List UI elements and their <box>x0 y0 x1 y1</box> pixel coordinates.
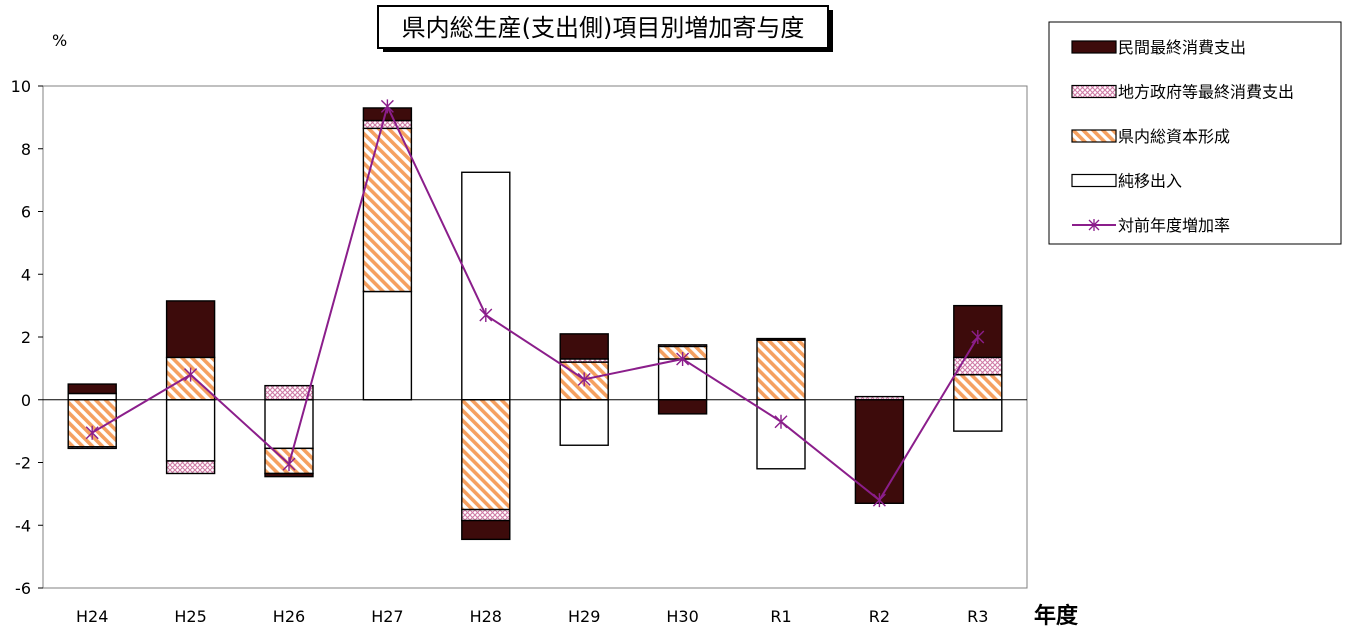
growth-rate-point <box>380 99 394 114</box>
x-tick-label: H24 <box>76 607 108 626</box>
bar-segment <box>165 399 216 462</box>
bar-segment <box>559 333 609 360</box>
bar-segment <box>461 399 511 511</box>
y-tick-label: 10 <box>11 77 31 96</box>
x-axis-title: 年度 <box>1034 603 1079 629</box>
y-tick-label: 4 <box>21 265 31 284</box>
y-axis-unit: % <box>52 31 67 50</box>
y-tick-label: 2 <box>21 328 31 347</box>
growth-rate-point <box>872 493 886 508</box>
legend-label: 対前年度増加率 <box>1118 216 1230 235</box>
x-tick-label: H28 <box>470 607 502 626</box>
bar-segment <box>953 373 1003 401</box>
growth-rate-point <box>85 425 99 440</box>
legend-label: 地方政府等最終消費支出 <box>1118 83 1294 102</box>
growth-rate-point <box>184 367 198 382</box>
bar-segment <box>67 383 117 395</box>
y-tick-label: -4 <box>15 516 31 535</box>
chart-title: 県内総生産(支出側)項目別増加寄与度 <box>402 14 805 42</box>
x-tick-label: H26 <box>273 607 305 626</box>
bar-segment <box>165 460 216 475</box>
x-tick-label: H25 <box>174 607 206 626</box>
bars-layer <box>67 107 1003 541</box>
growth-rate-line <box>91 103 979 502</box>
bar-segment <box>657 344 708 348</box>
legend-swatch <box>1071 84 1117 99</box>
y-axis-ticks: -6 -4 -2 0 2 4 6 8 10 <box>11 77 43 598</box>
bar-segment <box>461 508 511 522</box>
legend-swatch <box>1071 129 1117 143</box>
legend-swatch <box>1071 173 1117 188</box>
bar-segment <box>264 384 314 401</box>
bar-segment <box>461 519 511 541</box>
growth-rate-point <box>971 330 985 344</box>
legend-label: 民間最終消費支出 <box>1118 38 1246 57</box>
growth-rate-point <box>676 351 690 366</box>
x-tick-label: R3 <box>967 607 988 626</box>
x-tick-label: H30 <box>666 607 698 626</box>
legend-swatch <box>1071 40 1117 54</box>
x-tick-label: R1 <box>770 607 791 626</box>
y-tick-label: -2 <box>15 454 31 473</box>
x-tick-label: R2 <box>869 607 890 626</box>
y-tick-label: 6 <box>21 203 31 222</box>
bar-segment <box>264 472 314 478</box>
bar-segment <box>67 392 117 401</box>
legend-label: 県内総資本形成 <box>1118 127 1230 146</box>
x-axis-ticks: H24 H25 H26 H27 H28 H29 H30 R1 R2 R3 <box>76 607 988 626</box>
line-layer <box>85 99 985 508</box>
legend-label: 純移出入 <box>1118 172 1182 191</box>
bar-segment <box>67 446 117 450</box>
legend-marker <box>1088 219 1100 231</box>
growth-rate-point <box>282 457 296 472</box>
y-tick-label: 8 <box>21 140 31 159</box>
bar-segment <box>559 399 609 446</box>
y-tick-label: 0 <box>21 391 31 410</box>
growth-rate-point <box>774 414 788 429</box>
bar-segment <box>362 290 413 401</box>
bar-segment <box>264 399 314 450</box>
growth-rate-point <box>577 372 591 387</box>
bar-segment <box>461 171 511 401</box>
chart-title-box <box>377 5 829 49</box>
bar-segment <box>165 300 216 359</box>
x-tick-label: H29 <box>568 607 600 626</box>
bar-segment <box>756 339 806 401</box>
bar-segment <box>362 127 413 293</box>
bar-segment <box>362 119 413 130</box>
x-tick-label: H27 <box>371 607 403 626</box>
bar-segment <box>756 337 806 341</box>
y-tick-label: -6 <box>15 579 31 598</box>
bar-segment <box>657 399 708 415</box>
growth-rate-point <box>479 308 493 323</box>
bar-segment <box>953 399 1003 432</box>
